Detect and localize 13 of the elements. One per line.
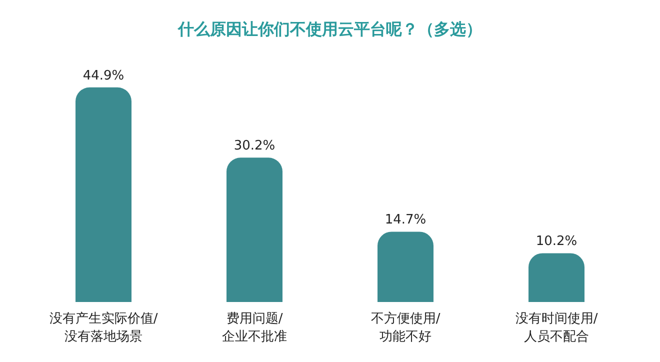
bar [378,232,434,302]
bar [226,158,282,302]
data-label: 30.2% [234,138,276,154]
x-tick-label: 没有产生实际价值/没有落地场景 [49,312,158,344]
data-label: 14.7% [384,212,426,228]
data-label: 44.9% [82,68,124,84]
bar [76,87,132,302]
x-tick-label: 费用问题/企业不批准 [222,312,287,344]
data-label: 10.2% [536,234,578,250]
bar [528,253,584,302]
x-tick-label: 没有时间使用/人员不配合 [515,312,598,344]
chart-title: 什么原因让你们不使用云平台呢？（多选） [177,20,482,38]
x-tick-label: 不方便使用/功能不好 [370,310,441,344]
